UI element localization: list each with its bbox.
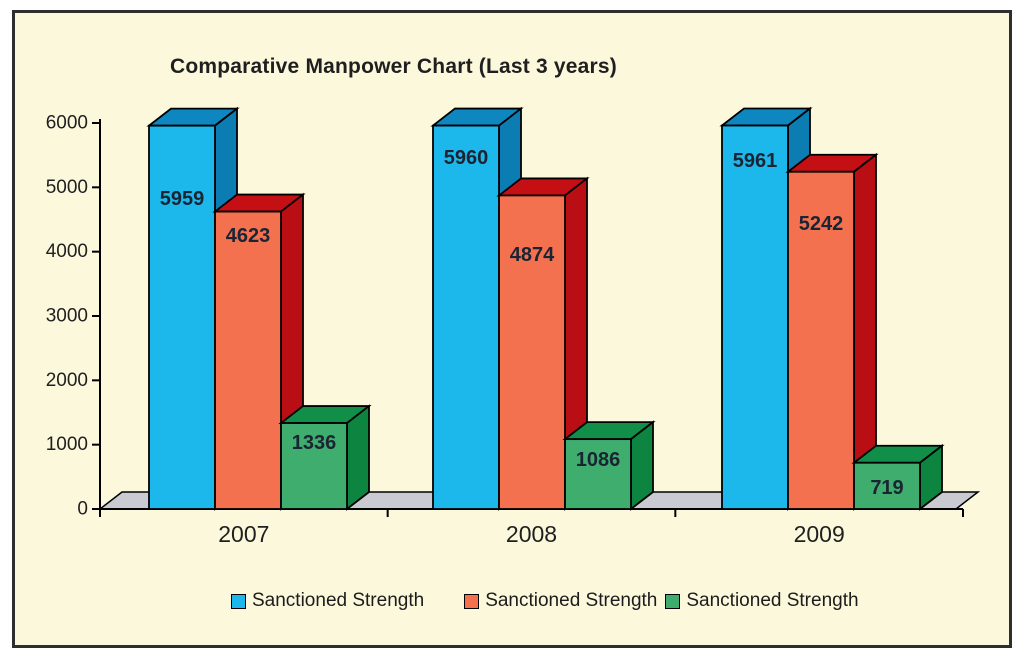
legend-item-green: Sanctioned Strength: [665, 590, 859, 612]
x-axis-category-label: 2008: [506, 521, 557, 547]
bar-2009-series3-front-face: [853, 461, 921, 510]
legend-item-red: Sanctioned Strength: [464, 590, 657, 612]
bar-2007-series3-side-face: [346, 404, 370, 511]
blue-series-swatch-icon: [231, 593, 246, 609]
bar-2007-series2-value-label: 4623: [226, 225, 271, 247]
bar-2008-series2-front-face: [498, 194, 566, 510]
bar-2007-series1-value-label: 5959: [160, 188, 205, 210]
y-axis-tick-label: 0: [77, 499, 88, 520]
legend-item-blue: Sanctioned Strength: [231, 590, 424, 612]
x-axis-category-label: 2007: [218, 521, 269, 547]
x-axis-category-label: 2009: [794, 521, 845, 547]
y-axis-tick-label: 1000: [46, 434, 88, 455]
bar-2009-series2-front-face: [787, 170, 855, 510]
chart-title: Comparative Manpower Chart (Last 3 years…: [170, 55, 617, 78]
bar-2009-series1-front-face: [721, 124, 789, 510]
bar-2007-series1-front-face: [148, 124, 216, 510]
y-axis-tick-label: 6000: [46, 113, 88, 134]
bar-2007-series2-front-face: [214, 210, 282, 510]
bar-2008-series2-value-label: 4874: [510, 244, 555, 266]
red-series-swatch-icon: [464, 593, 480, 609]
bar-2007-series3-front-face: [280, 422, 348, 510]
bar-2008-series3-front-face: [564, 438, 632, 510]
y-axis-tick-label: 5000: [46, 177, 88, 198]
legend-label: Sanctioned Strength: [252, 590, 425, 611]
bar-2007-series3-value-label: 1336: [292, 432, 337, 454]
bar-2009-series1-value-label: 5961: [733, 150, 778, 172]
y-axis-tick-label: 3000: [46, 306, 88, 327]
bar-2009-series2-value-label: 5242: [799, 213, 844, 235]
chart-legend: Sanctioned Strength Sanctioned Strength …: [231, 590, 859, 612]
y-axis-tick-label: 4000: [46, 241, 88, 262]
bar-2008-series1-front-face: [432, 124, 500, 510]
legend-label: Sanctioned Strength: [686, 590, 859, 611]
bar-2008-series1-value-label: 5960: [444, 147, 489, 169]
bar-2008-series3-value-label: 1086: [576, 449, 621, 471]
y-axis-tick-label: 2000: [46, 370, 88, 391]
legend-label: Sanctioned Strength: [485, 590, 658, 611]
green-series-swatch-icon: [665, 593, 681, 609]
bar-2009-series3-value-label: 719: [870, 477, 903, 499]
